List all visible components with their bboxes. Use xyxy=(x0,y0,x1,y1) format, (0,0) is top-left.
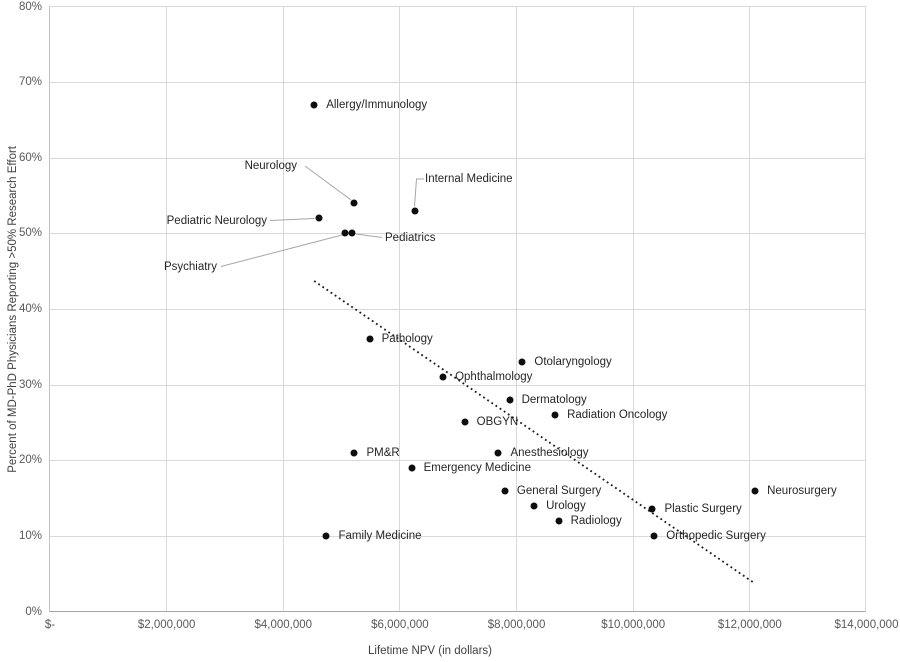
data-point xyxy=(518,358,526,366)
data-point-label: Pathology xyxy=(381,333,433,346)
data-point xyxy=(648,505,656,513)
data-point-label: PM&R xyxy=(366,446,400,459)
data-point-label: Anesthesiology xyxy=(510,446,589,459)
x-tick-label: $12,000,000 xyxy=(717,619,782,631)
plot-area xyxy=(49,6,866,612)
vertical-gridline xyxy=(282,7,284,611)
x-tick-label: $4,000,000 xyxy=(254,619,313,631)
data-point xyxy=(506,396,514,404)
horizontal-gridline xyxy=(50,82,865,84)
y-axis-title-text: Percent of MD-PhD Physicians Reporting >… xyxy=(7,145,19,473)
y-tick-label: 10% xyxy=(18,529,42,542)
data-point-label: Urology xyxy=(546,499,586,512)
horizontal-gridline xyxy=(50,384,865,386)
data-point xyxy=(366,335,374,343)
data-point-label: Allergy/Immunology xyxy=(326,98,428,111)
data-point-label: Emergency Medicine xyxy=(423,461,531,474)
data-point-label: Family Medicine xyxy=(338,529,422,542)
y-tick-label: 40% xyxy=(18,303,42,315)
data-point xyxy=(315,214,323,222)
data-point-label: OBGYN xyxy=(476,416,519,429)
data-point xyxy=(439,373,447,381)
data-point xyxy=(411,207,418,215)
data-point xyxy=(530,502,538,510)
data-point-label: Pediatrics xyxy=(385,232,436,244)
data-point xyxy=(551,411,559,419)
vertical-gridline xyxy=(632,7,634,611)
data-point xyxy=(350,199,358,207)
x-tick-label: $8,000,000 xyxy=(487,619,546,631)
data-point-label: Dermatology xyxy=(521,393,587,406)
data-point-label: Radiology xyxy=(570,514,622,527)
y-tick-label: 50% xyxy=(18,227,42,240)
data-point-label: Psychiatry xyxy=(163,261,217,273)
data-point-label: Radiation Oncology xyxy=(567,408,668,421)
data-point xyxy=(350,449,358,457)
data-point-label: Ophthalmology xyxy=(455,371,533,384)
data-point xyxy=(310,101,318,109)
data-point xyxy=(751,487,759,494)
horizontal-gridline xyxy=(50,309,865,310)
data-point xyxy=(555,517,563,525)
vertical-gridline xyxy=(166,7,168,611)
y-tick-label: 70% xyxy=(18,76,42,89)
y-tick-label: 20% xyxy=(18,454,42,467)
data-point xyxy=(408,464,416,472)
y-tick-label: 30% xyxy=(18,378,42,391)
data-point-label: Plastic Surgery xyxy=(664,503,742,516)
horizontal-gridline xyxy=(50,233,865,235)
data-point-label: Otolaryngology xyxy=(534,355,612,368)
vertical-gridline xyxy=(749,7,751,611)
y-axis-title: Percent of MD-PhD Physicians Reporting >… xyxy=(2,6,24,612)
vertical-gridline xyxy=(516,7,518,611)
x-axis-title: Lifetime NPV (in dollars) xyxy=(368,645,492,657)
x-tick-label: $- xyxy=(44,619,56,631)
data-point xyxy=(494,449,502,457)
vertical-gridline xyxy=(399,7,401,611)
x-tick-label: $2,000,000 xyxy=(137,619,196,631)
data-point xyxy=(348,229,356,237)
data-point xyxy=(461,418,469,426)
horizontal-gridline xyxy=(50,157,865,159)
data-point-label: Orthopedic Surgery xyxy=(666,529,766,542)
data-point xyxy=(650,532,658,540)
data-point-label: Pediatric Neurology xyxy=(166,214,267,227)
x-tick-label: $6,000,000 xyxy=(371,619,429,631)
y-tick-label: 0% xyxy=(25,605,42,618)
data-point-label: Internal Medicine xyxy=(425,173,513,185)
data-point xyxy=(322,532,330,540)
data-point-label: General Surgery xyxy=(516,484,602,497)
data-point-label: Neurology xyxy=(244,160,297,172)
x-tick-label: $14,000,000 xyxy=(834,619,899,631)
data-point xyxy=(341,229,349,237)
data-point xyxy=(501,487,509,494)
y-tick-label: 80% xyxy=(18,0,42,13)
x-tick-label: $10,000,000 xyxy=(601,619,666,631)
data-point-label: Neurosurgery xyxy=(767,484,837,497)
y-tick-label: 60% xyxy=(18,151,42,164)
